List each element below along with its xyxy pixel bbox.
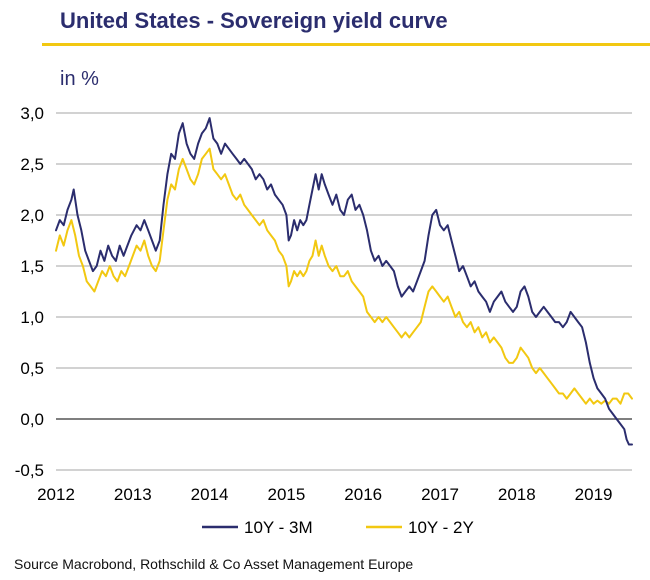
x-tick-label: 2014 <box>191 485 229 504</box>
x-tick-label: 2019 <box>575 485 613 504</box>
x-tick-label: 2013 <box>114 485 152 504</box>
y-tick-label: 2,5 <box>20 155 44 174</box>
series-line-10y-3m <box>55 117 633 446</box>
x-tick-label: 2016 <box>344 485 382 504</box>
legend-item-10y-2y-label: 10Y - 2Y <box>408 518 474 537</box>
y-tick-label: 1,5 <box>20 257 44 276</box>
x-tick-label: 2012 <box>37 485 75 504</box>
legend: 10Y - 3M 10Y - 2Y <box>202 518 474 537</box>
x-tick-label: 2015 <box>267 485 305 504</box>
y-tick-label: 0,0 <box>20 410 44 429</box>
x-tick-label: 2017 <box>421 485 459 504</box>
gridlines <box>56 112 632 471</box>
title-underline <box>42 43 650 46</box>
unit-label: in % <box>60 68 99 90</box>
y-tick-label: 3,0 <box>20 104 44 123</box>
series-lines <box>55 117 633 446</box>
x-axis-ticks: 2012 2013 2014 2015 2016 2017 2018 2019 <box>37 485 612 504</box>
source-note: Source Macrobond, Rothschild & Co Asset … <box>14 556 414 572</box>
y-tick-label: 2,0 <box>20 206 44 225</box>
y-tick-label: 1,0 <box>20 308 44 327</box>
series-line-10y-2y <box>55 147 633 405</box>
y-tick-label: 0,5 <box>20 359 44 378</box>
x-tick-label: 2018 <box>498 485 536 504</box>
legend-item-10y-3m-label: 10Y - 3M <box>244 518 313 537</box>
chart-title: United States - Sovereign yield curve <box>60 8 448 33</box>
y-axis-ticks: -0,5 0,0 0,5 1,0 1,5 2,0 2,5 3,0 <box>15 104 44 480</box>
y-tick-label: -0,5 <box>15 461 44 480</box>
